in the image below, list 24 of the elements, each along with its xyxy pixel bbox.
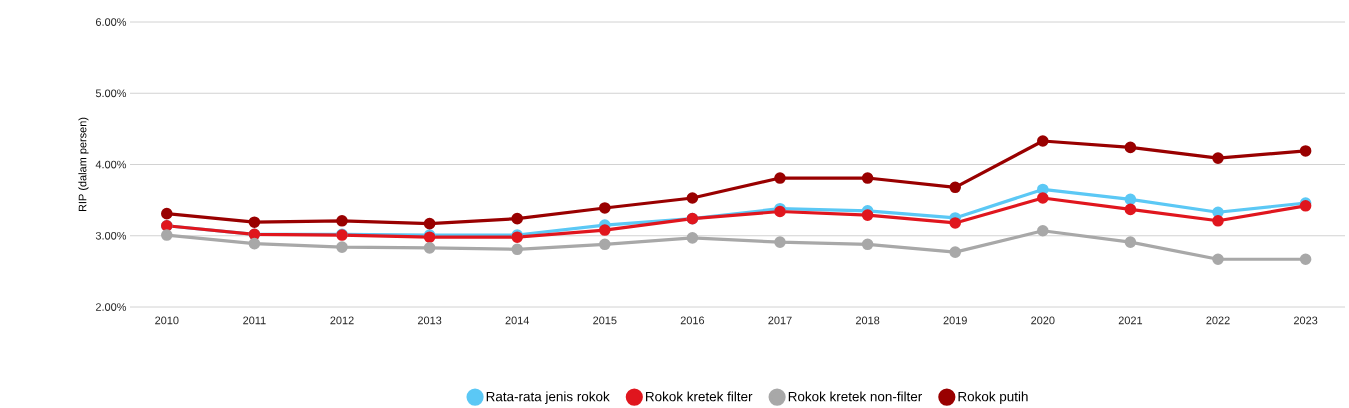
x-tick-label: 2017 [768,316,792,325]
x-tick-label: 2010 [155,316,179,325]
legend-label: Rokok putih [958,391,1028,404]
x-tick-label: 2019 [943,316,967,325]
y-tick-label: 6.00% [95,18,127,26]
x-tick-label: 2022 [1206,316,1230,325]
x-tick-label: 2015 [593,316,617,325]
legend-label: Rokok kretek non-filter [788,391,922,402]
x-tick-label: 2018 [855,316,880,325]
x-tick-label: 2016 [680,316,705,325]
y-tick-label: 4.00% [95,160,127,169]
legend-label: Rata-rata jenis rokok [486,391,610,404]
y-tick-label: 2.00% [95,303,127,311]
x-tick-label: 2013 [417,316,442,325]
x-tick-label: 2020 [1031,316,1055,325]
y-tick-label: 3.00% [95,231,127,240]
x-tick-label: 2021 [1118,316,1143,325]
legend-label: Rokok kretek filter [646,391,753,402]
x-tick-label: 2011 [243,316,266,325]
x-tick-label: 2014 [505,316,530,325]
y-axis-title: RIP (dalam persen) [78,117,89,212]
y-tick-label: 5.00% [95,89,127,98]
x-tick-label: 2012 [330,316,354,325]
x-tick-label: 2023 [1293,316,1318,325]
